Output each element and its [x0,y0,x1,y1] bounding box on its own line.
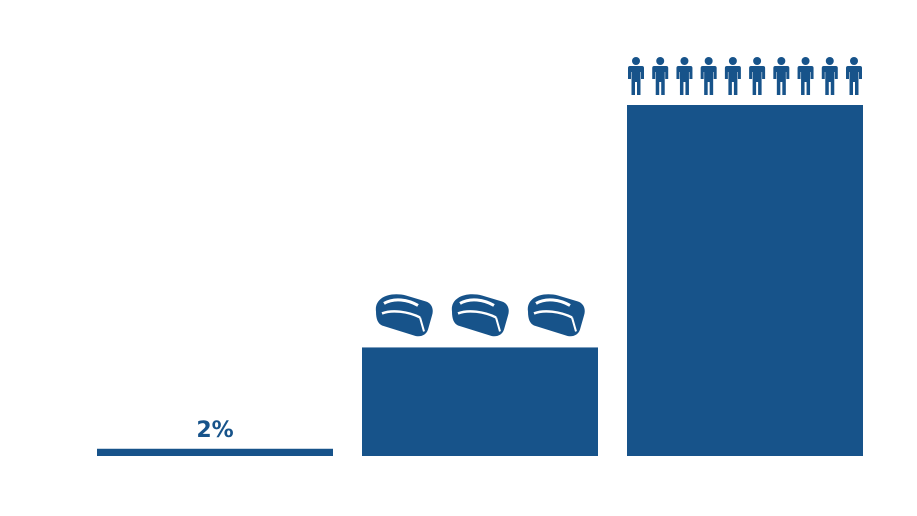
person-icon [797,57,814,95]
person-icon [652,57,669,95]
vr-headset-icon [450,292,511,338]
person-icon [700,57,717,95]
vr-headset-icon [526,292,587,338]
person-icon [821,57,838,95]
person-icon [628,57,644,95]
person-icon [749,57,766,95]
bar-1 [97,448,333,456]
bars-layer [97,105,863,456]
vr-headset-icon [374,292,435,338]
data-label-1: 2% [196,418,233,443]
person-icon [846,57,862,95]
bar-2 [362,347,598,456]
bar-3 [627,105,863,456]
person-icon [724,57,741,95]
person-icon [676,57,693,95]
person-icon [773,57,790,95]
labels-layer: 2% [196,418,233,443]
